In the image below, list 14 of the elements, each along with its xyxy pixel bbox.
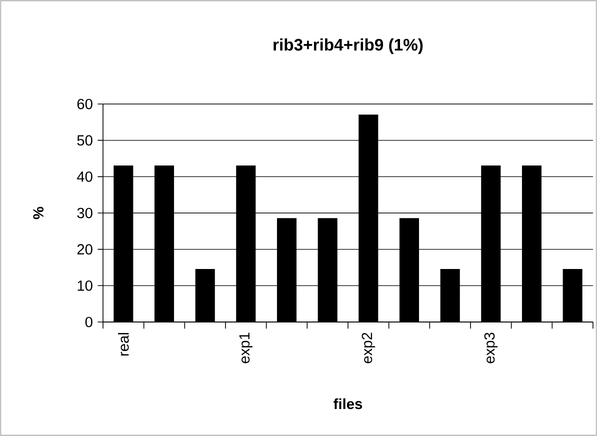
y-tick-label: 0: [85, 316, 92, 328]
y-tick-label: 10: [78, 280, 92, 291]
x-tick-label: real: [118, 333, 129, 356]
x-tick-label: exp1: [239, 332, 252, 364]
x-tick-label: exp2: [362, 332, 376, 364]
y-tick-label: 40: [76, 171, 92, 182]
y-axis-title: %: [33, 206, 44, 220]
chart-title: rib3+rib4+rib9 (1%): [274, 38, 423, 54]
y-tick-label: 50: [77, 135, 92, 146]
y-tick-label: 30: [77, 208, 92, 218]
x-axis-title: files: [334, 398, 362, 410]
y-tick-label: 20: [77, 244, 92, 255]
x-tick-label: exp3: [484, 332, 498, 364]
y-tick-label: 60: [77, 98, 92, 110]
